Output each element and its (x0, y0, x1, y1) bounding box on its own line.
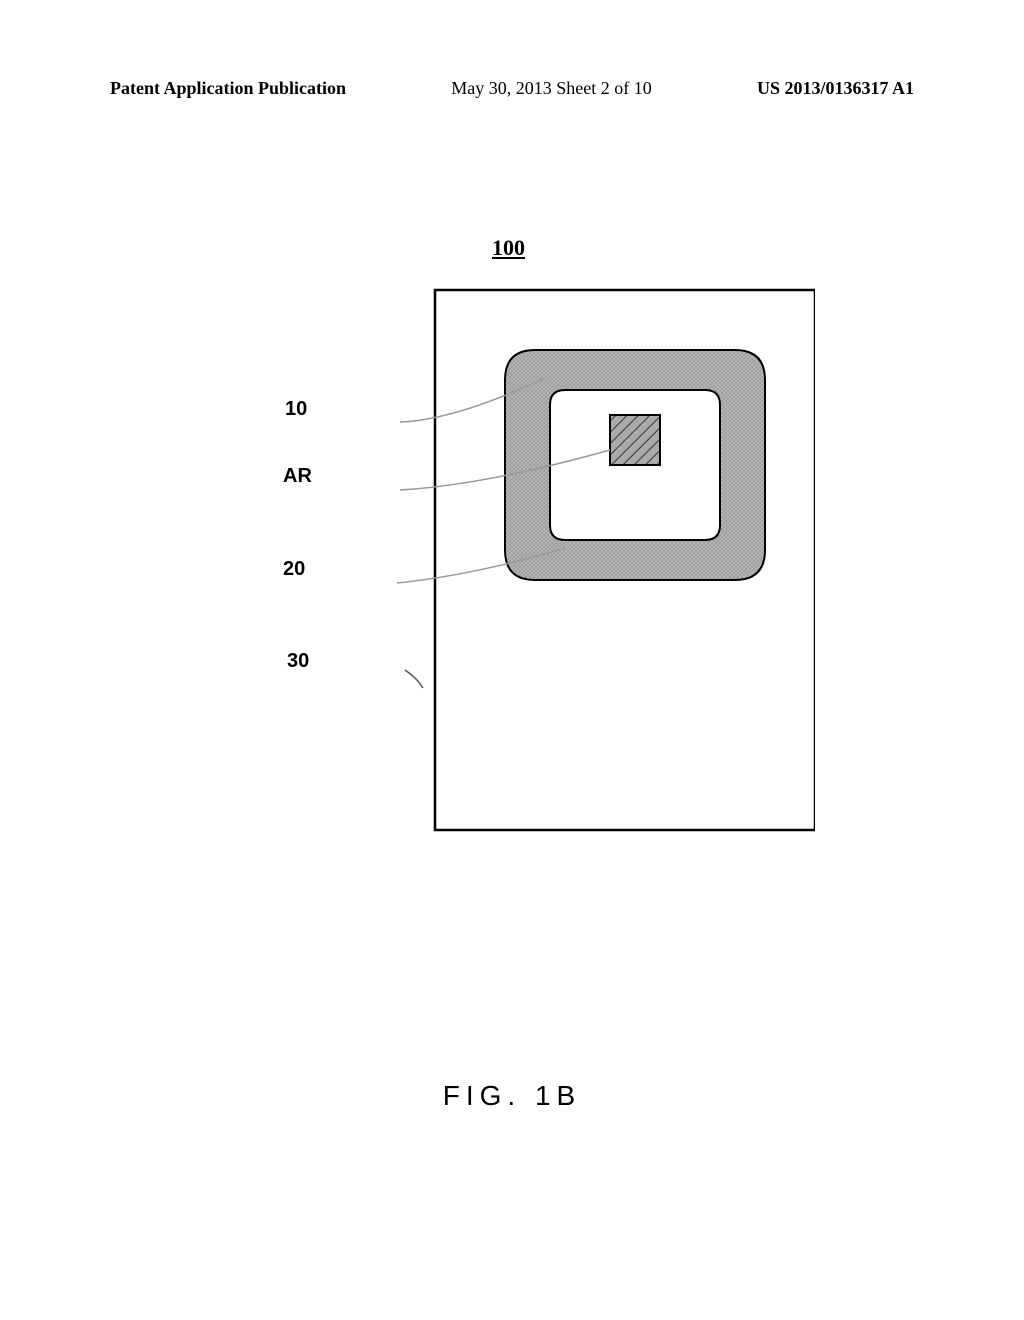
header-patent-number: US 2013/0136317 A1 (757, 78, 914, 99)
header-date-sheet: May 30, 2013 Sheet 2 of 10 (451, 78, 651, 99)
figure-reference-number: 100 (492, 235, 525, 261)
diagram-svg (355, 280, 815, 840)
label-30: 30 (287, 650, 309, 673)
center-square-element (610, 415, 660, 465)
header-publication: Patent Application Publication (110, 78, 346, 99)
patent-diagram: 10 AR 20 30 (355, 280, 735, 820)
label-10: 10 (285, 398, 307, 421)
label-20: 20 (283, 558, 305, 581)
label-AR: AR (283, 465, 312, 488)
figure-caption: FIG. 1B (0, 1080, 1024, 1112)
page-header: Patent Application Publication May 30, 2… (0, 78, 1024, 99)
leader-30 (405, 670, 423, 688)
